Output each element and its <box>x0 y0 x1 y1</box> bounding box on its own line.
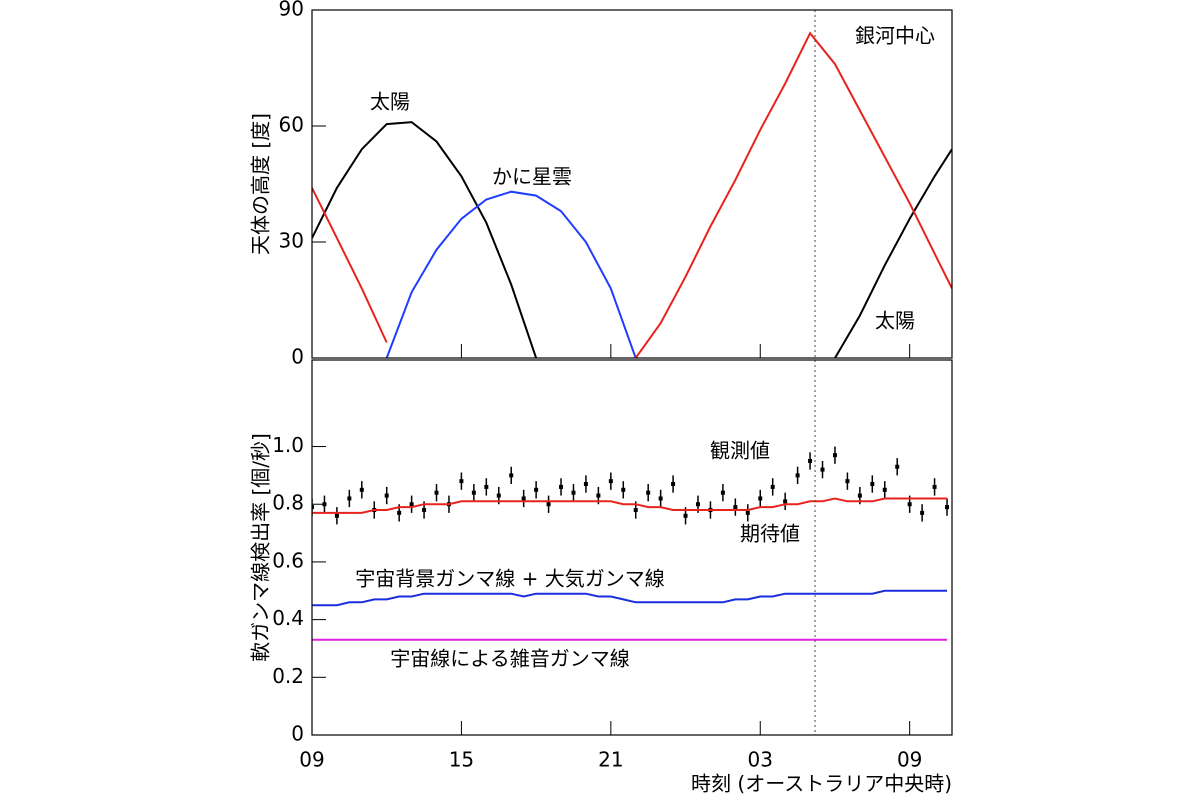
data-point <box>534 487 539 492</box>
data-point <box>945 505 950 510</box>
x-axis-label: 時刻 (オーストラリア中央時) <box>691 772 952 796</box>
data-point <box>683 513 688 518</box>
series-line <box>312 121 952 358</box>
data-point <box>409 502 414 507</box>
data-point <box>422 508 427 512</box>
data-point <box>496 493 501 498</box>
y-tick-label: 0.6 <box>272 548 304 572</box>
series-line <box>312 589 947 607</box>
y-tick-label: 0.4 <box>272 606 304 630</box>
series-label: 銀河中心 <box>855 24 935 48</box>
series-label: 宇宙線による雑音ガンマ線 <box>390 647 629 671</box>
data-point <box>384 493 389 498</box>
data-point <box>795 473 800 478</box>
data-point <box>932 484 937 489</box>
data-point <box>907 502 912 507</box>
data-point <box>347 496 352 501</box>
data-point <box>312 505 314 510</box>
annotation: 太陽 <box>875 309 915 333</box>
data-point <box>334 513 339 518</box>
x-tick-label: 15 <box>449 748 474 772</box>
data-point <box>758 496 763 501</box>
plot-area <box>312 446 950 641</box>
data-point <box>895 464 900 469</box>
data-point <box>720 490 725 495</box>
y-tick-label: 0.2 <box>272 664 304 688</box>
y-tick-label: 60 <box>279 113 304 137</box>
data-point <box>359 487 364 492</box>
data-point <box>845 479 850 484</box>
data-point <box>832 453 837 458</box>
data-point <box>583 482 588 487</box>
data-point <box>471 490 476 495</box>
data-point <box>870 482 875 487</box>
data-point <box>608 479 613 484</box>
data-point <box>770 484 775 489</box>
data-point <box>434 490 439 495</box>
data-point <box>546 502 551 507</box>
y-axis-label: 天体の高度 [度] <box>249 113 273 255</box>
y-tick-label: 0.8 <box>272 491 304 515</box>
data-point <box>920 510 925 515</box>
y-tick-label: 30 <box>279 229 304 253</box>
data-point <box>733 505 738 510</box>
series-label: かに星雲 <box>492 165 572 189</box>
series-label: 観測値 <box>710 439 770 463</box>
data-point <box>509 473 514 478</box>
y-tick-label: 0 <box>291 345 304 369</box>
data-point <box>882 487 887 492</box>
x-tick-label: 09 <box>897 748 922 772</box>
data-point <box>646 490 651 495</box>
data-point <box>783 499 788 504</box>
x-tick-label: 21 <box>598 748 623 772</box>
plot-frame <box>311 9 953 359</box>
series-line <box>312 31 952 358</box>
data-point <box>559 484 564 489</box>
series-line <box>385 190 637 358</box>
data-point <box>671 482 676 487</box>
y-tick-label: 1.0 <box>272 433 304 457</box>
y-tick-label: 0 <box>291 722 304 746</box>
series-label: 太陽 <box>370 90 410 114</box>
data-point <box>484 484 489 489</box>
data-point <box>596 493 601 498</box>
x-tick-label: 03 <box>748 748 773 772</box>
series-label: 宇宙背景ガンマ線 + 大気ガンマ線 <box>355 567 664 591</box>
plot-frame <box>311 359 953 736</box>
data-point <box>621 487 626 492</box>
series-label: 期待値 <box>740 522 800 546</box>
data-point <box>808 458 813 463</box>
plot-area <box>312 31 952 358</box>
data-point <box>397 510 402 515</box>
x-tick-label: 09 <box>299 748 324 772</box>
data-point <box>857 493 862 498</box>
y-tick-label: 90 <box>279 0 304 21</box>
y-axis-label: 軟ガンマ線検出率 [個/秒] <box>249 433 273 662</box>
data-point <box>571 490 576 495</box>
data-point <box>459 479 464 484</box>
data-point <box>521 496 526 501</box>
data-point <box>745 510 750 515</box>
data-point <box>633 508 638 512</box>
data-point <box>695 502 700 507</box>
data-point <box>820 467 825 472</box>
data-point <box>658 496 663 501</box>
series-line <box>312 497 947 514</box>
